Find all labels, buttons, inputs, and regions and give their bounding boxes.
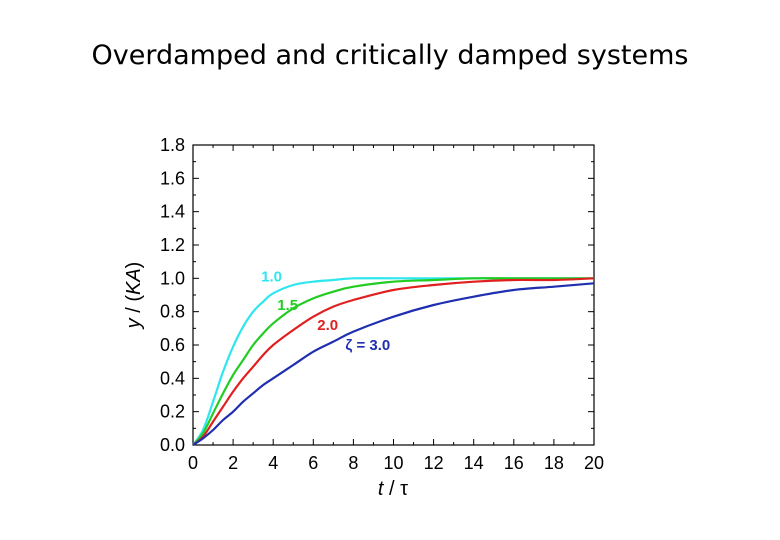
x-tick-label: 8 — [348, 453, 358, 473]
series-line-1 — [192, 277, 594, 446]
y-tick-label: 1.8 — [160, 135, 185, 155]
curve-label-3: ζ = 3.0 — [345, 337, 390, 354]
slide-title: Overdamped and critically damped systems — [91, 40, 689, 71]
x-tick-label: 2 — [228, 453, 238, 473]
x-tick-label: 10 — [383, 453, 403, 473]
y-tick-label: 0.2 — [160, 402, 185, 422]
x-tick-label: 14 — [464, 453, 484, 473]
y-tick-label: 0.4 — [160, 368, 185, 388]
curve-labels: 1.0 1.5 2.0 ζ = 3.0 — [261, 269, 390, 354]
y-tick-label: 1.4 — [160, 202, 185, 222]
plot-frame — [192, 144, 595, 446]
y-tick-label: 0.0 — [160, 435, 185, 455]
x-tick-label: 18 — [544, 453, 564, 473]
curves — [192, 277, 595, 446]
series-line-2 — [192, 277, 595, 446]
y-tick-label: 1.0 — [160, 268, 185, 288]
y-tick-label: 0.6 — [160, 335, 185, 355]
x-tick-label: 6 — [308, 453, 318, 473]
curve-label-2: 2.0 — [317, 317, 338, 334]
x-tick-label: 4 — [268, 453, 278, 473]
y-axis-title: y / (KA) — [123, 262, 145, 331]
y-tick-labels: 0.0 0.2 0.4 0.6 0.8 1.0 1.2 1.4 1.6 1.8 — [160, 135, 185, 455]
x-tick-label: 12 — [424, 453, 444, 473]
curve-label-1: 1.5 — [277, 297, 298, 314]
curve-label-0: 1.0 — [261, 269, 282, 286]
x-axis-title: t / τ — [378, 478, 408, 500]
x-tick-label: 20 — [584, 453, 604, 473]
y-tick-label: 1.6 — [160, 168, 185, 188]
series-line-3 — [192, 282, 595, 446]
x-tick-labels: 0 2 4 6 8 10 12 14 16 18 20 — [188, 453, 604, 473]
x-tick-label: 16 — [504, 453, 524, 473]
x-tick-label: 0 — [188, 453, 198, 473]
y-tick-label: 1.2 — [160, 235, 185, 255]
series-line-0 — [192, 277, 594, 446]
y-tick-label: 0.8 — [160, 302, 185, 322]
axis-ticks — [192, 144, 595, 446]
